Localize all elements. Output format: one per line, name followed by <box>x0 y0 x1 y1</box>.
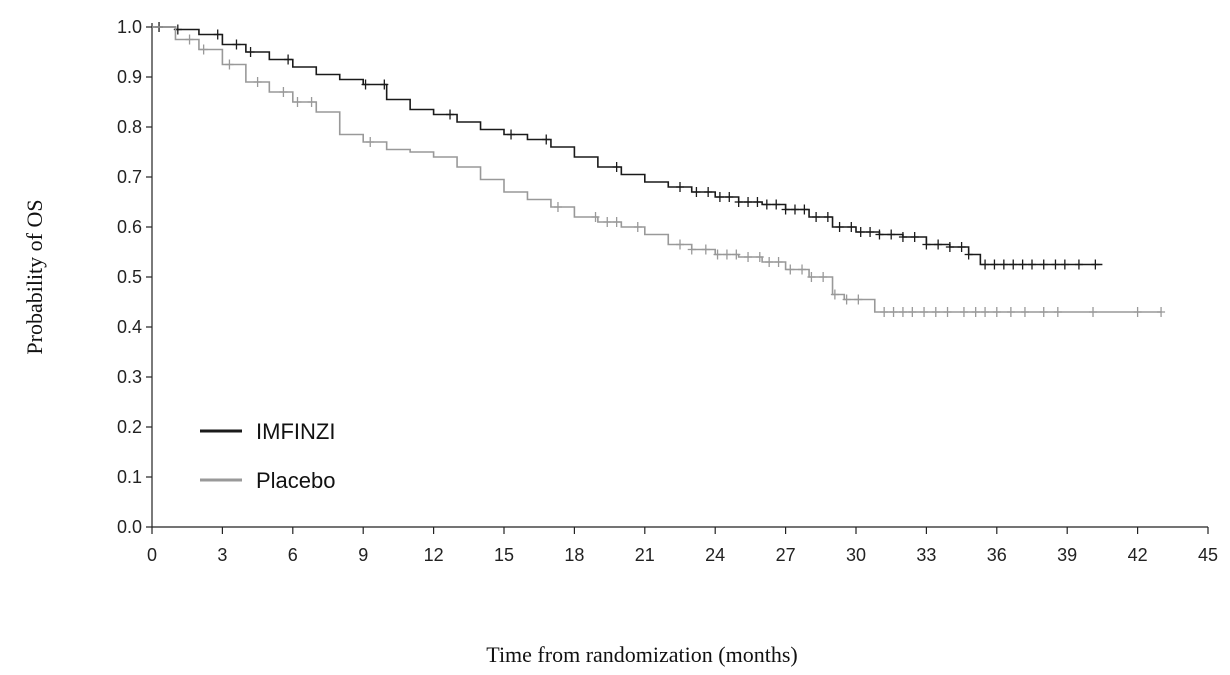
x-tick-label: 45 <box>1198 545 1218 565</box>
series-line-imfinzi <box>152 26 1103 266</box>
y-tick-label: 0.9 <box>117 67 142 87</box>
x-tick-label: 36 <box>987 545 1007 565</box>
x-tick-label: 21 <box>635 545 655 565</box>
series-line-placebo <box>152 26 1162 313</box>
x-tick-label: 0 <box>147 545 157 565</box>
y-tick-label: 0.7 <box>117 167 142 187</box>
legend: IMFINZI Placebo <box>200 419 336 493</box>
y-tick-label: 0.6 <box>117 217 142 237</box>
y-tick-label: 1.0 <box>117 17 142 37</box>
censor-marks-placebo <box>185 34 1166 317</box>
y-axis-title: Probability of OS <box>22 199 47 354</box>
legend-label-imfinzi: IMFINZI <box>256 419 335 444</box>
y-tick-label: 0.8 <box>117 117 142 137</box>
x-tick-label: 27 <box>776 545 796 565</box>
plot-area <box>151 23 1208 528</box>
x-tick-label: 24 <box>705 545 725 565</box>
y-axis: 0.0 0.1 0.2 0.3 0.4 0.5 0.6 0.7 0.8 0.9 1.0 <box>117 17 152 537</box>
x-tick-label: 39 <box>1057 545 1077 565</box>
censor-marks-imfinzi <box>155 22 1100 270</box>
series-layer <box>152 22 1166 317</box>
y-tick-label: 0.1 <box>117 467 142 487</box>
legend-label-placebo: Placebo <box>256 468 336 493</box>
x-tick-label: 6 <box>288 545 298 565</box>
y-tick-label: 0.4 <box>117 317 142 337</box>
x-axis-title: Time from randomization (months) <box>486 642 797 667</box>
x-tick-label: 42 <box>1128 545 1148 565</box>
y-tick-label: 0.0 <box>117 517 142 537</box>
x-tick-label: 30 <box>846 545 866 565</box>
x-axis: 0 3 6 9 12 15 18 21 24 27 30 33 36 39 42 45 <box>147 527 1218 565</box>
y-tick-label: 0.5 <box>117 267 142 287</box>
x-tick-label: 12 <box>424 545 444 565</box>
x-tick-label: 3 <box>217 545 227 565</box>
y-tick-label: 0.3 <box>117 367 142 387</box>
x-tick-label: 15 <box>494 545 514 565</box>
x-tick-label: 9 <box>358 545 368 565</box>
y-tick-label: 0.2 <box>117 417 142 437</box>
x-tick-label: 18 <box>564 545 584 565</box>
x-tick-label: 33 <box>916 545 936 565</box>
